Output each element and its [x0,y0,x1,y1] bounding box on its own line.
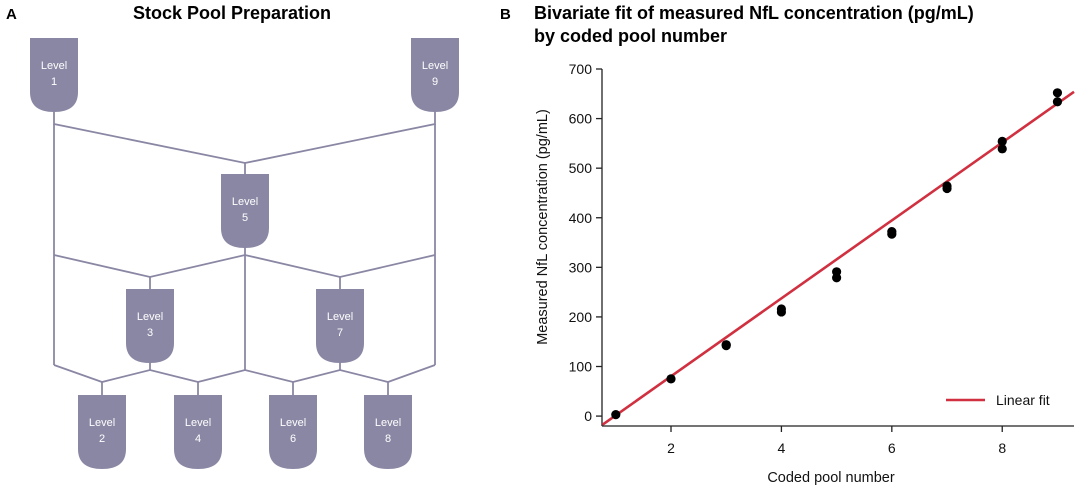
y-tick-label: 500 [569,160,593,176]
y-axis-label: Measured NfL concentration (pg/mL) [535,109,551,345]
y-tick-label: 0 [584,408,592,424]
vessel-level-4: Level 4 [174,395,222,469]
y-tick-label: 400 [569,210,593,226]
data-points [611,88,1063,420]
panel-a-title: Stock Pool Preparation [133,3,331,23]
connector-lines [53,112,436,395]
vessel-level-5: Level 5 [221,174,269,248]
data-point [776,304,787,314]
panel-a-diagram: A Stock Pool Preparation Level1Level9Lev… [6,3,459,469]
data-point [887,227,897,237]
vessel-label: Level [89,417,115,429]
data-point [832,267,842,277]
axes: 0 100 200 300 400 500 600 700 2 4 6 8 [569,61,1074,456]
vessel-number: 8 [385,433,391,445]
vessel-label: Level [137,311,163,323]
vessel-shape [364,395,412,469]
vessel-level-1: Level 1 [30,38,78,112]
vessel-shape [78,395,126,469]
fit-line-layer [601,90,1075,426]
vessel-label: Level [422,60,448,72]
vessel-number: 2 [99,433,105,445]
legend: Linear fit [946,392,1050,408]
data-point [997,144,1007,154]
vessel-level-7: Level 7 [316,289,364,363]
y-tick-label: 100 [569,359,593,375]
x-tick-label: 4 [778,440,786,456]
y-tick-label: 700 [569,61,593,77]
chart-title-line-1: Bivariate fit of measured NfL concentrat… [534,3,974,23]
vessel-shape [174,395,222,469]
vessel-number: 1 [51,76,57,88]
data-point [1052,97,1063,107]
vessel-shape [316,289,364,363]
data-point [611,409,621,420]
vessel-shape [411,38,459,112]
vessel-number: 4 [195,433,201,445]
vessel-number: 5 [242,212,248,224]
vessel-label: Level [41,60,67,72]
panel-b-chart: B Bivariate fit of measured NfL concentr… [500,3,1075,486]
data-point [942,181,952,191]
panel-a-letter: A [6,6,17,23]
y-tick-label: 300 [569,259,593,275]
vessel-shape [221,174,269,248]
vessel-number: 6 [290,433,296,445]
vessel-level-8: Level 8 [364,395,412,469]
vessel-label: Level [280,417,306,429]
x-tick-label: 6 [888,440,896,456]
vessel-level-9: Level 9 [411,38,459,112]
vessel-shape [30,38,78,112]
chart-title-line-2: by coded pool number [534,26,727,46]
vessel-label: Level [327,311,353,323]
vessel-level-3: Level 3 [126,289,174,363]
vessel-shape [269,395,317,469]
y-tick-label: 200 [569,309,593,325]
vessel-shape [126,289,174,363]
x-axis-label: Coded pool number [767,470,895,486]
x-tick-label: 2 [667,440,675,456]
vessels: Level1Level9Level5Level3Level7Level2Leve… [30,38,459,469]
vessel-number: 9 [432,76,438,88]
y-tick-label: 600 [569,111,593,127]
vessel-level-6: Level 6 [269,395,317,469]
panel-b-letter: B [500,6,511,23]
vessel-number: 7 [337,327,343,339]
vessel-label: Level [375,417,401,429]
vessel-label: Level [185,417,211,429]
x-tick-label: 8 [998,440,1006,456]
data-point [997,136,1007,146]
vessel-label: Level [232,196,258,208]
data-point [721,340,731,350]
linear-fit-line [601,90,1075,426]
vessel-number: 3 [147,327,153,339]
data-point [1052,88,1063,98]
vessel-level-2: Level 2 [78,395,126,469]
data-point [666,374,676,384]
legend-label: Linear fit [996,392,1050,408]
